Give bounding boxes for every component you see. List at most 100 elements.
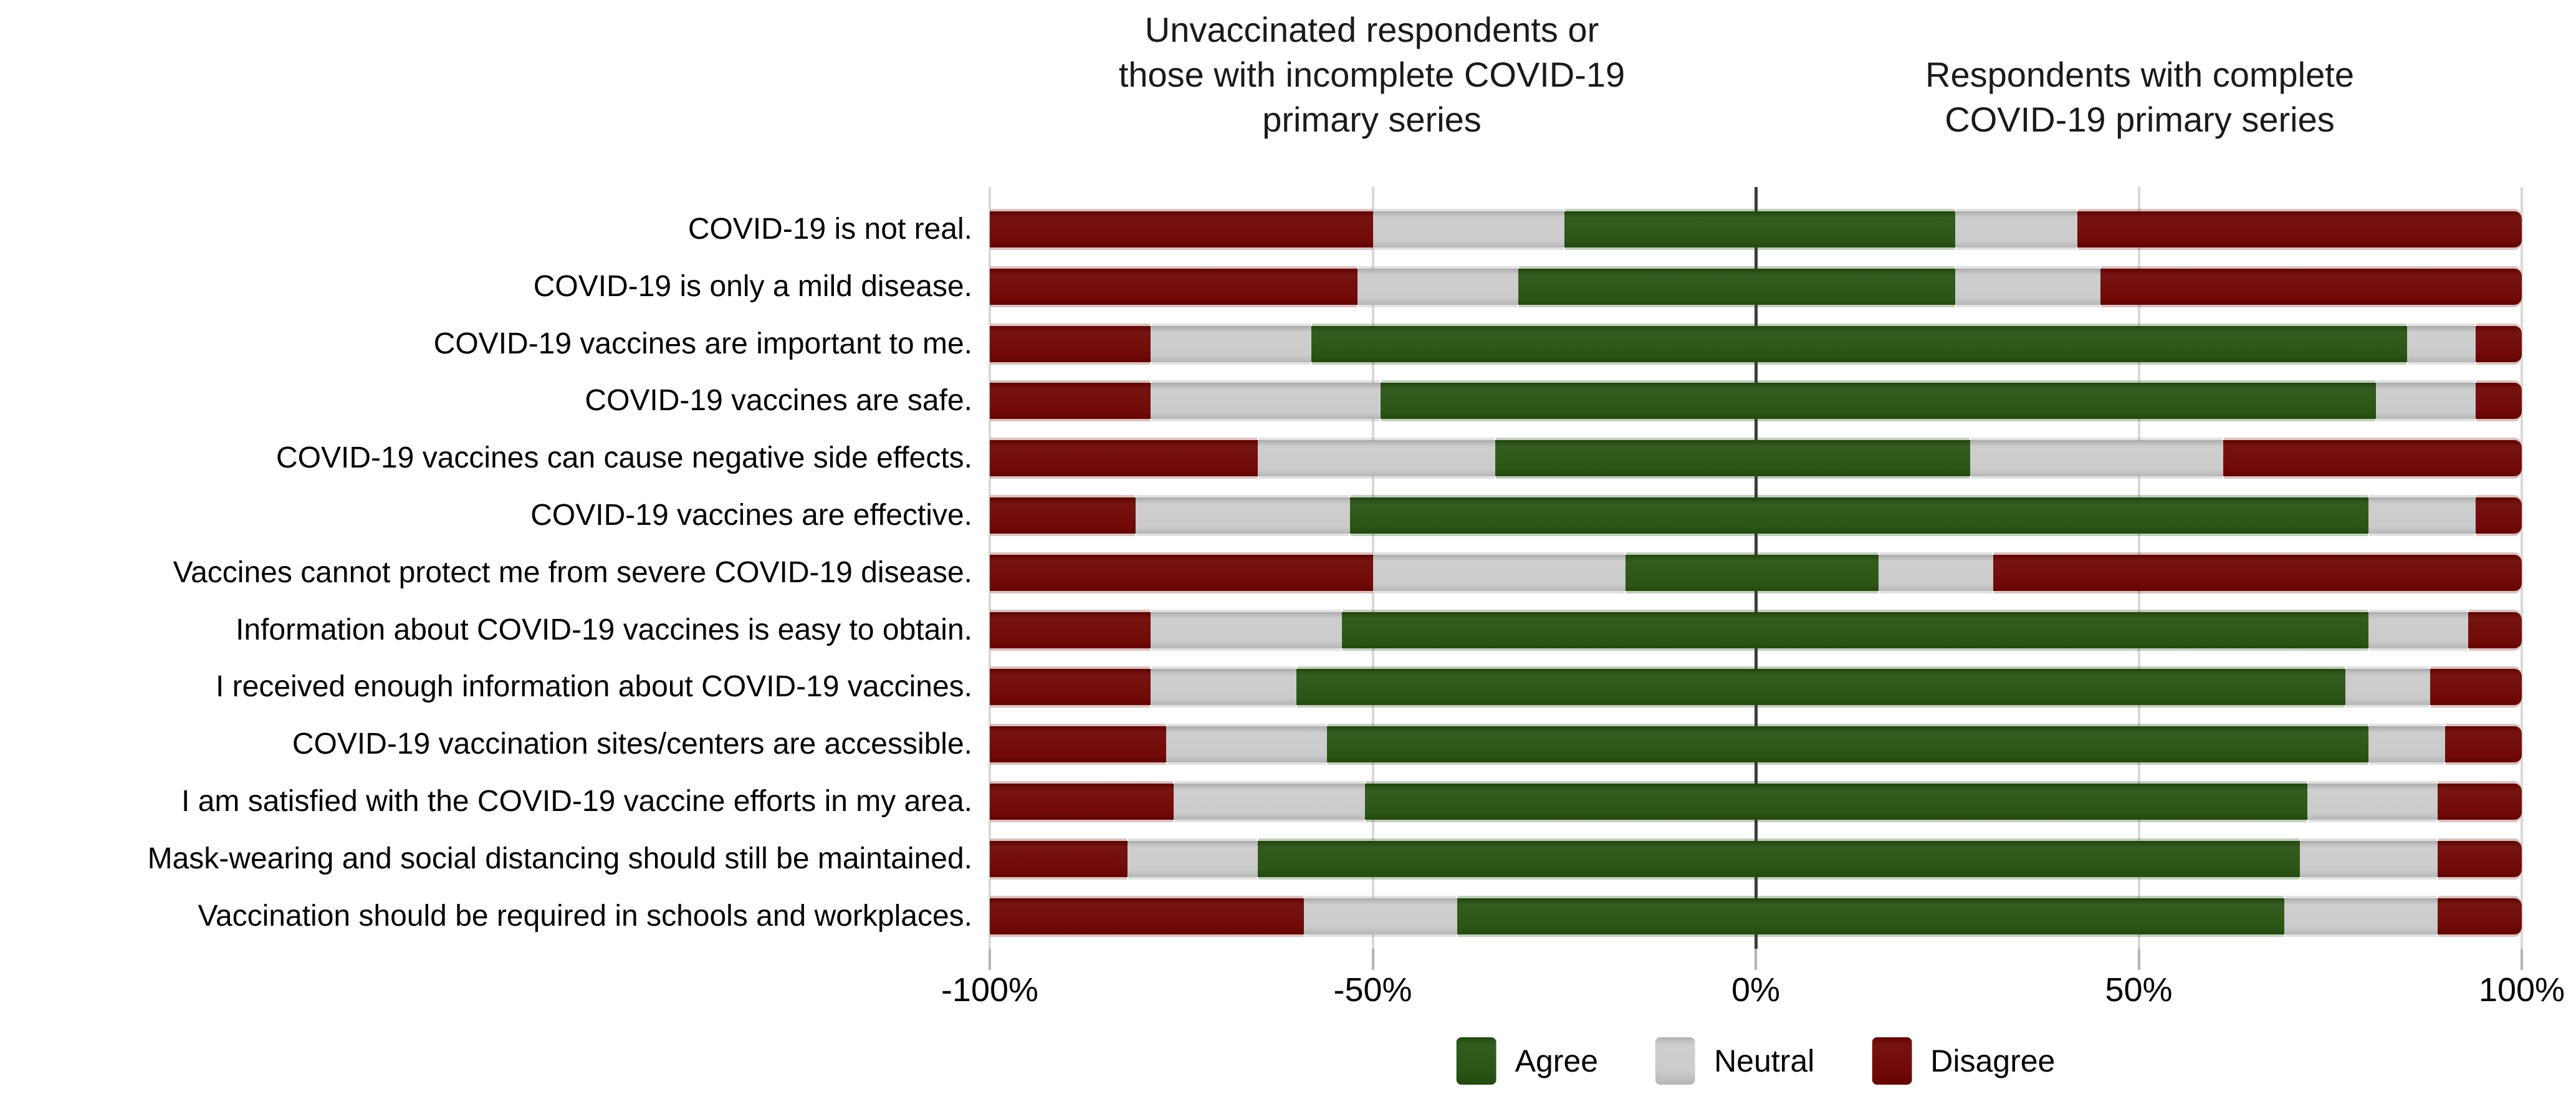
right-disagree-segment — [2468, 612, 2522, 648]
left-disagree-segment — [990, 497, 1136, 534]
legend-label: Disagree — [1930, 1044, 2056, 1078]
right-agree-segment — [1756, 784, 2307, 820]
left-agree-segment — [1326, 726, 1756, 763]
left-disagree-segment — [990, 325, 1151, 362]
left-disagree-segment — [990, 440, 1258, 477]
axis-tick-label: -100% — [941, 971, 1039, 1009]
row-label: COVID-19 vaccines are effective. — [530, 499, 972, 532]
right-neutral-segment — [2307, 784, 2438, 820]
row-label: COVID-19 vaccines are important to me. — [433, 327, 972, 360]
right-group-bar — [1756, 268, 2522, 305]
row-label: I received enough information about COVI… — [216, 670, 972, 704]
right-group-bar — [1756, 440, 2522, 477]
left-agree-segment — [1349, 497, 1756, 534]
left-agree-segment — [1564, 211, 1756, 247]
right-neutral-segment — [1970, 440, 2223, 477]
left-agree-segment — [1380, 383, 1756, 420]
right-neutral-segment — [2368, 612, 2468, 648]
right-disagree-segment — [1993, 554, 2522, 591]
right-group-bar — [1756, 325, 2522, 362]
bar-row: COVID-19 is not real. — [688, 211, 2522, 247]
right-agree-segment — [1756, 840, 2300, 877]
left-agree-segment — [1457, 898, 1756, 934]
left-disagree-segment — [990, 612, 1151, 648]
left-group-title-line: Unvaccinated respondents or — [1144, 10, 1599, 49]
left-neutral-segment — [1372, 554, 1626, 591]
left-agree-segment — [1311, 325, 1756, 362]
left-agree-segment — [1626, 554, 1756, 591]
left-neutral-segment — [1151, 383, 1381, 420]
left-neutral-segment — [1173, 784, 1366, 820]
left-group-bar — [990, 325, 1756, 362]
legend-label: Neutral — [1714, 1044, 1815, 1078]
right-group-bar — [1756, 612, 2522, 648]
axis-tick-label: 0% — [1731, 971, 1781, 1009]
right-neutral-segment — [1955, 211, 2078, 247]
left-neutral-segment — [1303, 898, 1457, 934]
right-neutral-segment — [2368, 726, 2446, 763]
bar-row: Information about COVID-19 vaccines is e… — [236, 612, 2522, 648]
plot-area: -100% -50% 0% 50% 100% COVID-19 is not real.… — [148, 187, 2565, 1009]
right-agree-segment — [1756, 211, 1955, 247]
right-group-bar — [1756, 840, 2522, 877]
left-disagree-segment — [990, 726, 1166, 763]
row-label: Vaccination should be required in school… — [198, 899, 972, 933]
right-group-bar — [1756, 211, 2522, 247]
row-label: COVID-19 is not real. — [687, 213, 972, 246]
row-label: Vaccines cannot protect me from severe C… — [173, 555, 972, 589]
left-group-bar — [990, 784, 1756, 820]
disagree-swatch-icon — [1872, 1037, 1912, 1085]
gridline — [989, 187, 991, 949]
row-label: COVID-19 vaccines are safe. — [585, 384, 972, 418]
row-label: COVID-19 vaccines can cause negative sid… — [275, 441, 972, 475]
right-neutral-segment — [1955, 268, 2101, 305]
left-group-bar — [990, 898, 1756, 934]
right-agree-segment — [1756, 669, 2346, 706]
left-disagree-segment — [990, 554, 1373, 591]
right-neutral-segment — [2284, 898, 2438, 934]
axis-tick-label: 50% — [2105, 971, 2173, 1009]
right-neutral-segment — [2345, 669, 2430, 706]
right-disagree-segment — [2437, 784, 2522, 820]
right-disagree-segment — [2445, 726, 2522, 763]
left-neutral-segment — [1151, 325, 1312, 362]
left-agree-segment — [1296, 669, 1756, 706]
right-neutral-segment — [2406, 325, 2476, 362]
left-neutral-segment — [1128, 840, 1258, 877]
right-agree-segment — [1756, 612, 2369, 648]
row-label: COVID-19 vaccination sites/centers are a… — [292, 727, 972, 761]
left-group-bar — [990, 612, 1756, 648]
left-group-bar — [990, 440, 1756, 477]
right-disagree-segment — [2077, 211, 2522, 247]
left-neutral-segment — [1357, 268, 1519, 305]
left-disagree-segment — [990, 268, 1357, 305]
right-disagree-segment — [2430, 669, 2522, 706]
right-agree-segment — [1756, 440, 1971, 477]
right-group-title-line: Respondents with complete — [1925, 55, 2354, 94]
left-disagree-segment — [990, 840, 1128, 877]
bar-row: I am satisfied with the COVID-19 vaccine… — [181, 784, 2522, 820]
left-group-bar — [990, 840, 1756, 877]
left-group-bar — [990, 669, 1756, 706]
right-disagree-segment — [2437, 898, 2522, 934]
right-group-title: Respondents with complete COVID-19 prima… — [1853, 52, 2426, 142]
left-neutral-segment — [1151, 612, 1343, 648]
right-agree-segment — [1756, 497, 2369, 534]
right-group-bar — [1756, 554, 2522, 591]
right-neutral-segment — [2299, 840, 2438, 877]
right-disagree-segment — [2100, 268, 2522, 305]
left-disagree-segment — [990, 784, 1174, 820]
bar-row: COVID-19 vaccines are safe. — [585, 383, 2522, 420]
right-disagree-segment — [2476, 497, 2522, 534]
left-agree-segment — [1495, 440, 1756, 477]
left-neutral-segment — [1151, 669, 1296, 706]
legend-item-agree: Agree — [1456, 1037, 1598, 1085]
row-label: Mask-wearing and social distancing shoul… — [147, 842, 972, 875]
axis-tick — [989, 949, 991, 970]
left-agree-segment — [1258, 840, 1756, 877]
right-neutral-segment — [1878, 554, 1993, 591]
left-agree-segment — [1518, 268, 1756, 305]
left-group-title-line: those with incomplete COVID-19 — [1118, 55, 1626, 94]
left-group-bar — [990, 554, 1756, 591]
left-group-title-line: primary series — [1262, 100, 1482, 139]
